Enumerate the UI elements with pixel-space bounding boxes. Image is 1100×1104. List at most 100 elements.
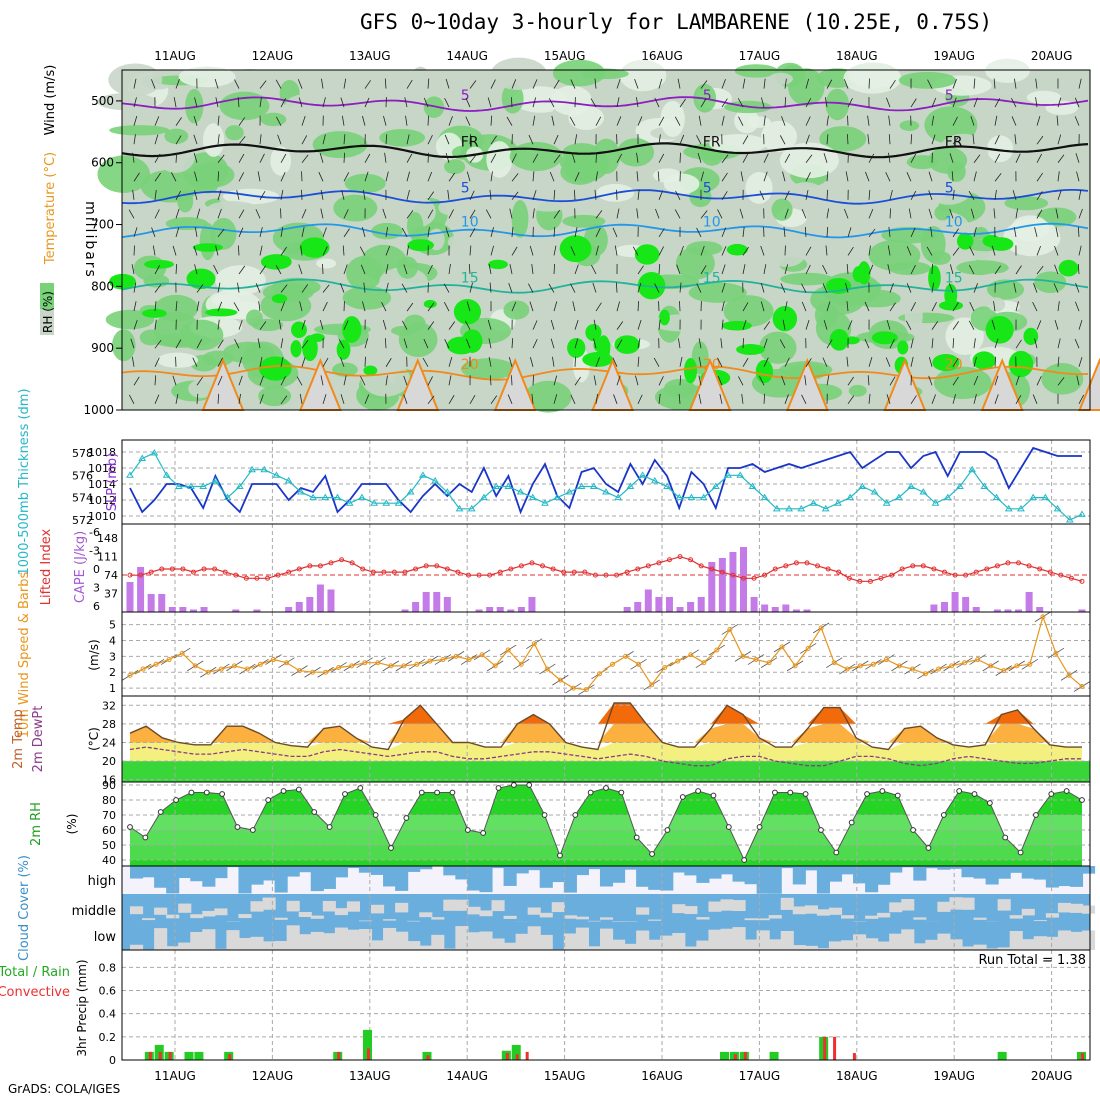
cape-tick-label: 74 <box>104 569 118 582</box>
cloud-high-cell <box>865 866 878 892</box>
rh-legend-label: RH (%) <box>41 291 55 333</box>
cloud-mid-cell <box>829 908 842 915</box>
cloud-mid-cell <box>190 914 203 918</box>
cape-bar <box>285 607 292 612</box>
temperature-contour-label: 5 <box>461 181 470 197</box>
rh-moist-patch <box>337 340 351 360</box>
cloud-high-cell <box>504 866 517 886</box>
temperature-contour-label: 10 <box>461 215 479 231</box>
cloud-low-cell <box>383 928 396 950</box>
precip-convective-bar <box>367 1048 370 1060</box>
cape-bar <box>317 585 324 613</box>
rh-point <box>895 793 900 798</box>
cloud-mid-cell <box>395 903 408 913</box>
wind-barb <box>301 190 302 200</box>
rh-moist-patch <box>659 310 669 326</box>
cloud-high-cell <box>672 866 685 873</box>
rh-axis-label: 2m RH <box>29 802 44 846</box>
rh-point <box>665 828 670 833</box>
rh-moist-patch <box>342 316 361 343</box>
rh-point <box>834 850 839 855</box>
cloud-low-cell <box>757 930 770 950</box>
y-axis-label: millibars <box>82 201 98 279</box>
cloud-mid-cell <box>431 917 444 919</box>
rh-moist-patch <box>684 358 697 383</box>
cape-bar <box>973 607 980 612</box>
cloud-mid-cell <box>901 899 914 910</box>
precip-convective-bar <box>853 1053 856 1060</box>
cloud-mid-cell <box>733 900 746 911</box>
precip-convective-bar <box>526 1052 529 1060</box>
rh-tick-label: 90 <box>102 779 116 792</box>
top-date-label: 18AUG <box>836 49 878 63</box>
cloud-high-cell <box>190 866 203 881</box>
rh-patch <box>444 159 465 174</box>
rh-patch <box>345 174 386 193</box>
precip-total-bar <box>194 1052 203 1060</box>
temperature-contour-label: FR <box>945 134 963 150</box>
temperature-contour-label: 10 <box>703 215 721 231</box>
cloud-low-cell <box>395 932 408 950</box>
cloud-mid-cell <box>961 898 974 910</box>
rh-point <box>558 853 563 858</box>
wind-legend-label: Wind (m/s) <box>43 65 58 136</box>
bottom-date-label: 13AUG <box>349 1069 391 1083</box>
cloud-mid-cell <box>142 918 155 920</box>
rh-moist-patch <box>567 338 585 358</box>
cloud-high-cell <box>757 866 770 894</box>
rh-patch <box>127 217 146 227</box>
rh-tick-label: 80 <box>102 794 116 807</box>
cloud-mid-cell <box>841 915 854 918</box>
rh-tick-label: 70 <box>102 809 116 822</box>
cloud-mid-cell <box>335 908 348 915</box>
rh-moist-patch <box>989 237 1014 251</box>
precip-convective-bar <box>506 1053 509 1060</box>
cloud-high-cell <box>299 866 312 872</box>
rh-point <box>235 825 240 830</box>
cloud-mid-cell <box>1070 904 1083 913</box>
cloud-mid-cell <box>720 899 733 910</box>
top-date-label: 19AUG <box>933 49 975 63</box>
cloud-low-cell <box>335 928 348 950</box>
cloud-mid-cell <box>371 905 384 914</box>
cloud-high-cell <box>455 866 468 879</box>
cloud-high-cell <box>684 866 697 875</box>
rh-patch <box>553 60 605 87</box>
cloud-high-cell <box>961 866 974 877</box>
rh-point <box>128 825 133 830</box>
rh-patch <box>491 58 547 90</box>
bottom-date-label: 16AUG <box>641 1069 683 1083</box>
precip-convective-bar <box>833 1037 836 1060</box>
rh-patch <box>512 200 529 238</box>
precip-convective-bar <box>149 1052 152 1060</box>
rh-moist-patch <box>582 352 613 367</box>
cloud-mid-cell <box>612 921 625 922</box>
cloud-high-cell <box>733 866 746 882</box>
rh-point <box>204 790 209 795</box>
cloud-low-cell <box>238 938 251 950</box>
cloud-low-cell <box>805 946 818 950</box>
cloud-high-cell <box>841 866 854 874</box>
rh-patch <box>260 291 311 322</box>
rh-patch <box>448 235 470 250</box>
cloud-low-cell <box>648 940 661 950</box>
rh-patch <box>934 367 992 399</box>
wind-barb <box>743 338 744 348</box>
rh-moist-patch <box>756 360 773 383</box>
top-date-label: 17AUG <box>739 49 781 63</box>
cape-bar <box>158 594 165 612</box>
cloud-high-cell <box>624 866 637 870</box>
cloud-low-cell <box>540 935 553 950</box>
rh-moist-patch <box>259 356 292 380</box>
rh-point <box>773 790 778 795</box>
cloud-low-cell <box>202 929 215 950</box>
cape-bar <box>698 597 705 612</box>
cloud-high-cell <box>395 866 408 891</box>
cloud-mid-cell <box>540 913 553 918</box>
cloud-high-cell <box>467 866 480 891</box>
rh-point <box>1080 798 1085 803</box>
precip-convective-bar <box>744 1052 747 1060</box>
wind-tick-label: 5 <box>109 619 116 632</box>
wind-barb <box>679 301 680 311</box>
rh-patch <box>220 92 270 121</box>
